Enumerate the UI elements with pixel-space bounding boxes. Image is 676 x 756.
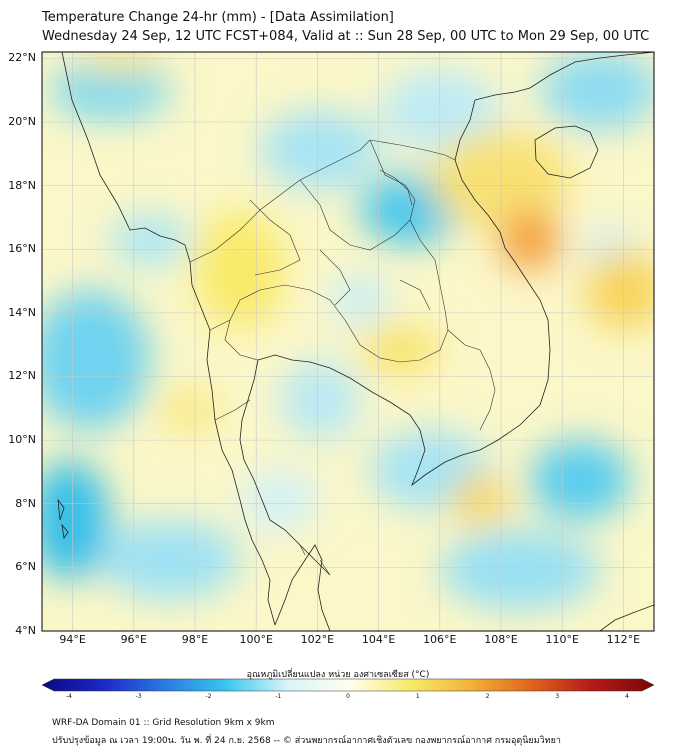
latitude-label: 4°N	[15, 624, 36, 637]
latitude-label: 14°N	[8, 305, 36, 319]
colorbar-tick-label: 4	[625, 693, 629, 700]
latitude-label: 10°N	[8, 433, 36, 447]
longitude-label: 98°E	[181, 633, 209, 646]
latitude-label: 18°N	[8, 178, 36, 192]
colorbar-tick-label: -4	[66, 693, 72, 700]
latitude-label: 8°N	[15, 496, 36, 510]
latitude-label: 12°N	[8, 369, 36, 383]
temperature-field	[42, 52, 654, 631]
colorbar-tick-label: 2	[485, 693, 490, 700]
latitude-label: 6°N	[15, 560, 36, 574]
longitude-label: 112°E	[606, 633, 641, 646]
longitude-label: 110°E	[545, 633, 579, 646]
longitude-label: 100°E	[239, 633, 273, 646]
latitude-label: 20°N	[8, 114, 36, 128]
colorbar-tick-label: 0	[346, 693, 350, 700]
latitude-label: 16°N	[8, 242, 36, 256]
colorbar	[41, 678, 655, 692]
map-subtitle: Wednesday 24 Sep, 12 UTC FCST+084, Valid…	[42, 29, 650, 44]
colorbar-tick-label: -1	[275, 693, 282, 700]
latitude-label: 22°N	[8, 51, 36, 65]
colorbar-tick-label: 3	[555, 693, 560, 700]
colorbar-tick-label: 1	[415, 693, 420, 700]
footer-domain-info: WRF-DA Domain 01 :: Grid Resolution 9km …	[52, 718, 275, 728]
colorbar-tick-label: -2	[205, 693, 212, 700]
map-frame	[41, 51, 655, 632]
map-title: Temperature Change 24-hr (mm) - [Data As…	[42, 10, 394, 25]
longitude-label: 106°E	[423, 633, 457, 646]
longitude-label: 94°E	[59, 633, 86, 646]
graticule	[42, 52, 654, 631]
footer-update-info: ปรับปรุงข้อมูล ณ เวลา 19:00น. วัน พ. ที่…	[52, 736, 561, 746]
colorbar-label: อุณหภูมิเปลี่ยนแปลง หน่วย องศาเซลเซียส (…	[246, 670, 430, 680]
longitude-label: 102°E	[300, 633, 335, 646]
longitude-label: 108°E	[484, 633, 518, 646]
country-borders	[189, 139, 496, 576]
longitude-label: 104°E	[361, 633, 396, 646]
longitude-label: 96°E	[120, 633, 148, 646]
colorbar-tick-label: -3	[135, 693, 142, 700]
